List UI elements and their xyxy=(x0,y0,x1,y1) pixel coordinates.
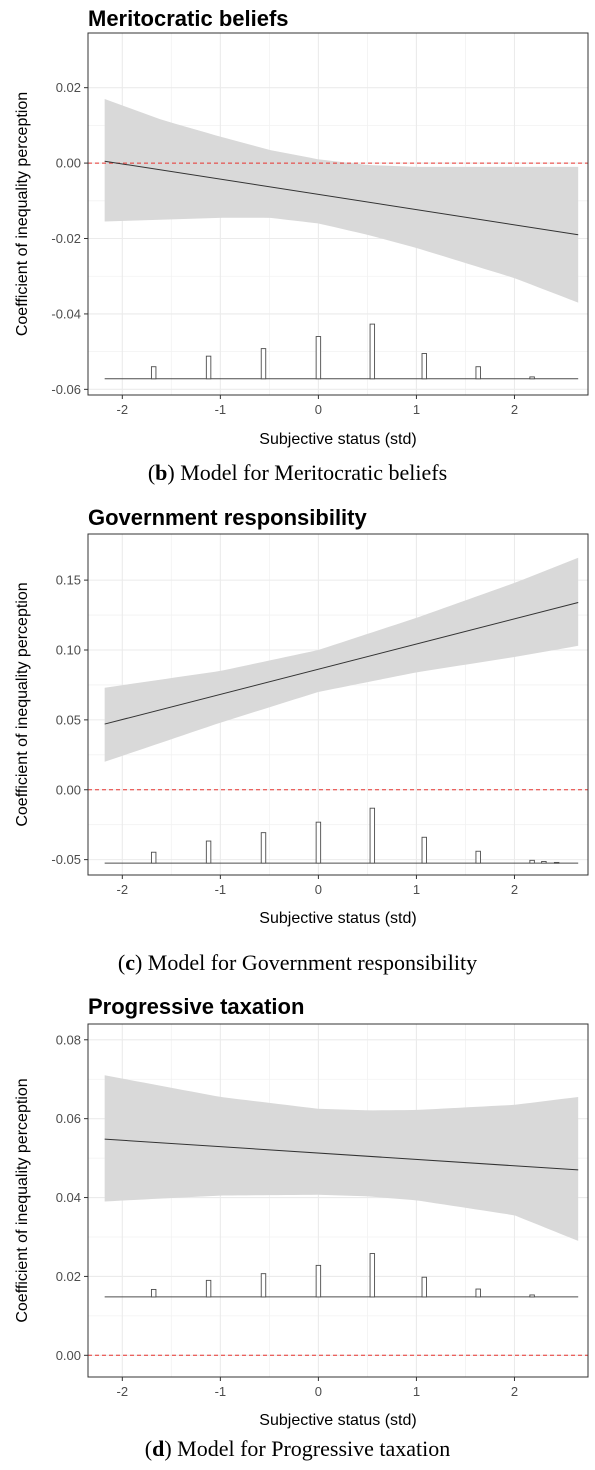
plot-border xyxy=(87,533,589,876)
histogram-bar xyxy=(475,1288,481,1298)
chart-meritocratic-beliefs: Meritocratic beliefs -2 -1 0 1 2 -0.06 -0.04 -0.… xyxy=(14,6,589,448)
y-tick-label: 0.04 xyxy=(56,1190,81,1205)
histogram-bar xyxy=(421,1276,427,1298)
caption-letter: d xyxy=(152,1436,165,1461)
caption-letter: b xyxy=(155,460,168,485)
histogram-bar xyxy=(369,807,376,864)
chart-panel-meritocratic: Meritocratic beliefs -2 -1 0 1 2 -0.06 -0.04 -0.… xyxy=(0,0,595,450)
y-tick-label: -0.02 xyxy=(51,231,81,246)
x-tick-label: 0 xyxy=(315,1384,322,1399)
histogram-bar xyxy=(150,1288,157,1298)
histogram-bar xyxy=(150,366,157,380)
x-tick-label: -2 xyxy=(117,882,129,897)
x-tick-label: 0 xyxy=(315,882,322,897)
x-tick-label: 0 xyxy=(315,402,322,417)
confidence-ribbon xyxy=(104,1075,579,1241)
y-tick-label: -0.05 xyxy=(51,852,81,867)
x-axis-label: Subjective status (std) xyxy=(259,910,416,927)
x-tick-label: 1 xyxy=(413,402,420,417)
histogram-bar xyxy=(315,821,322,864)
histogram-bar xyxy=(315,336,322,380)
histogram-bar xyxy=(421,836,427,864)
caption-b: (b) Model for Meritocratic beliefs xyxy=(147,460,448,485)
histogram-bar xyxy=(541,860,547,864)
y-axis-label: Coefficient of inequality perception xyxy=(14,1078,31,1322)
chart-title: Government responsibility xyxy=(88,505,367,530)
caption-c: (c) Model for Government responsibility xyxy=(117,950,478,975)
chart-panel-progressive: Progressive taxation -2 -1 0 1 2 0.00 0.02 0.04 0… xyxy=(0,988,595,1433)
chart-panel-government: Government responsibility -2 -1 0 1 2 -0.05 0.0… xyxy=(0,496,595,949)
histogram-bar xyxy=(421,353,427,380)
histogram-bar xyxy=(260,832,267,864)
chart-title: Progressive taxation xyxy=(88,994,304,1019)
histogram-bar xyxy=(205,355,212,380)
y-tick-label: 0.10 xyxy=(56,642,81,657)
histogram-bar xyxy=(529,859,535,864)
histogram-bar xyxy=(529,1294,535,1298)
y-axis-label: Coefficient of inequality perception xyxy=(14,92,31,336)
histogram-bar xyxy=(260,348,267,380)
histogram-bar xyxy=(529,376,535,380)
chart-government-responsibility: Government responsibility -2 -1 0 1 2 -0.05 0.0… xyxy=(14,505,589,927)
caption-text: Model for Progressive taxation xyxy=(171,1436,451,1461)
y-tick-label: -0.04 xyxy=(51,306,81,321)
fitted-line xyxy=(104,160,579,236)
x-tick-label: 1 xyxy=(413,1384,420,1399)
x-tick-label: 2 xyxy=(511,402,518,417)
caption-text: Model for Government responsibility xyxy=(142,950,478,975)
histogram-bar xyxy=(369,323,376,380)
y-tick-label: -0.06 xyxy=(51,382,81,397)
confidence-ribbon xyxy=(104,98,579,303)
y-tick-label: 0.00 xyxy=(56,782,81,797)
x-tick-label: 2 xyxy=(511,882,518,897)
histogram-bar xyxy=(475,366,481,380)
confidence-ribbon xyxy=(104,557,579,762)
y-axis-label: Coefficient of inequality perception xyxy=(14,582,31,826)
y-tick-label: 0.00 xyxy=(56,1348,81,1363)
x-tick-label: -1 xyxy=(215,1384,227,1399)
y-tick-label: 0.06 xyxy=(56,1111,81,1126)
histogram-bar xyxy=(369,1253,376,1298)
histogram-bar xyxy=(205,1279,212,1298)
x-tick-label: -1 xyxy=(215,882,227,897)
histogram-bar xyxy=(150,851,157,864)
y-tick-label: 0.15 xyxy=(56,573,81,588)
y-tick-label: 0.00 xyxy=(56,156,81,171)
caption-letter: c xyxy=(125,950,135,975)
histogram-bar xyxy=(475,850,481,864)
histogram-bar xyxy=(205,840,212,864)
x-tick-label: 2 xyxy=(511,1384,518,1399)
x-tick-label: 1 xyxy=(413,882,420,897)
fitted-line xyxy=(104,1138,579,1171)
plot-border xyxy=(87,32,589,396)
histogram-bar xyxy=(260,1273,267,1298)
caption-d: (d) Model for Progressive taxation xyxy=(144,1436,451,1461)
histogram-bar xyxy=(315,1264,322,1298)
x-tick-label: -2 xyxy=(117,1384,129,1399)
caption-text: Model for Meritocratic beliefs xyxy=(174,460,448,485)
y-tick-label: 0.08 xyxy=(56,1032,81,1047)
x-tick-label: -1 xyxy=(215,402,227,417)
chart-title: Meritocratic beliefs xyxy=(88,6,289,31)
histogram-bar xyxy=(553,861,560,864)
y-tick-label: 0.02 xyxy=(56,80,81,95)
chart-progressive-taxation: Progressive taxation -2 -1 0 1 2 0.00 0.02 0.04 0… xyxy=(14,994,589,1429)
plot-border xyxy=(87,1023,589,1378)
x-axis-label: Subjective status (std) xyxy=(259,1412,416,1429)
y-tick-label: 0.05 xyxy=(56,712,81,727)
y-tick-label: 0.02 xyxy=(56,1269,81,1284)
fitted-line xyxy=(104,601,579,725)
x-tick-label: -2 xyxy=(117,402,129,417)
x-axis-label: Subjective status (std) xyxy=(259,431,416,448)
